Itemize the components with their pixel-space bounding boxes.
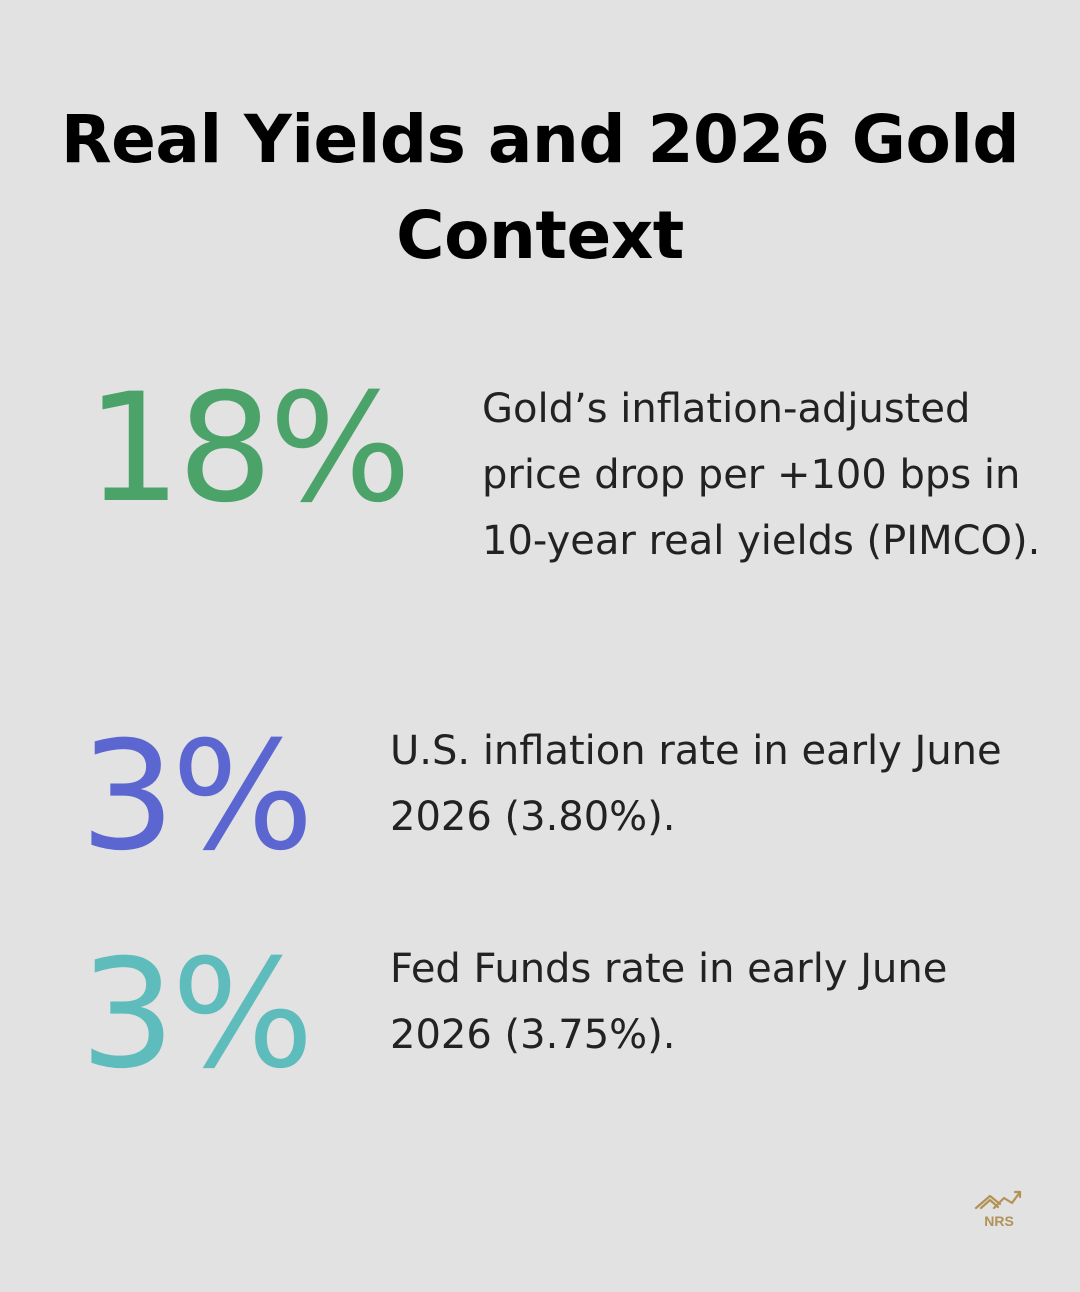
stat-description-gold-drop: Gold’s inflation-adjusted price drop per…: [482, 386, 1041, 564]
stat-value-gold-drop: 18%: [86, 362, 411, 536]
page-title: Real Yields and 2026 Gold Context: [60, 101, 1020, 274]
logo-text: NRS: [984, 1213, 1014, 1229]
stat-value-inflation: 3%: [80, 710, 314, 884]
brand-logo: NRS: [972, 1186, 1026, 1230]
house-chart-icon: NRS: [974, 1190, 1022, 1229]
stat-description-fed-funds: Fed Funds rate in early June 2026 (3.75%…: [390, 946, 948, 1058]
stat-description-inflation: U.S. inflation rate in early June 2026 (…: [390, 728, 1002, 840]
stat-value-fed-funds: 3%: [80, 928, 314, 1102]
